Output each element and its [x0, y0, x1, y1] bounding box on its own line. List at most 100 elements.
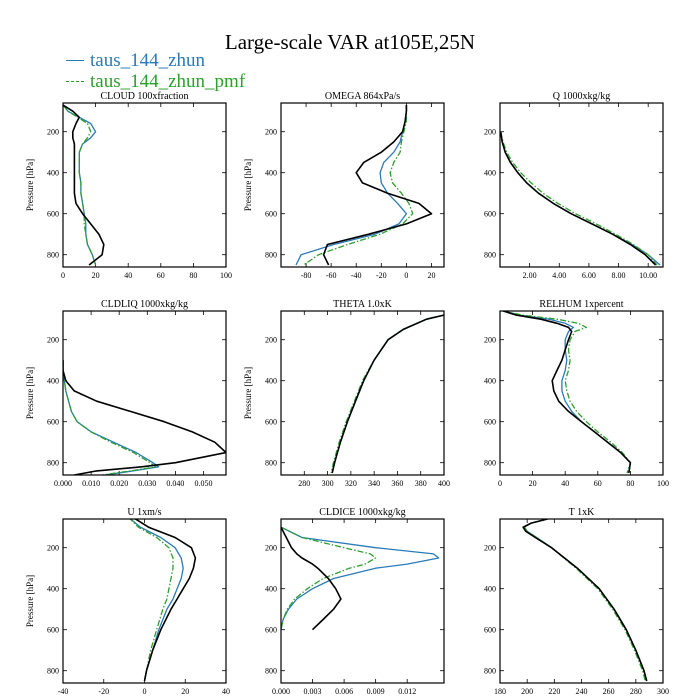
y-tick-label: 600: [484, 626, 496, 635]
series-line-zhun-pmf: [500, 131, 658, 266]
x-tick-label: 40: [561, 479, 569, 488]
series-line-zhun: [281, 526, 440, 630]
x-tick-label: 0.003: [304, 687, 322, 696]
x-tick-label: 0.040: [166, 479, 184, 488]
x-tick-label: 6.00: [582, 271, 596, 280]
series-line-zhun-pmf: [330, 314, 444, 474]
x-tick-label: 2.00: [523, 271, 537, 280]
y-tick-label: 800: [265, 251, 277, 260]
x-tick-label: 0.010: [82, 479, 100, 488]
x-tick-label: 260: [603, 687, 615, 696]
series-line-black: [500, 131, 657, 266]
series-line-zhun-pmf: [129, 519, 174, 682]
panel-title: T 1xK: [569, 507, 595, 518]
x-tick-label: 280: [298, 479, 310, 488]
y-tick-label: 200: [484, 336, 496, 345]
x-tick-label: 0.020: [110, 479, 128, 488]
y-tick-label: 200: [265, 336, 277, 345]
y-tick-label: 400: [484, 377, 496, 386]
legend: taus_144_zhun taus_144_zhun_pmf: [66, 50, 245, 92]
y-tick-label: 600: [47, 626, 59, 635]
y-tick-label: 800: [47, 251, 59, 260]
y-tick-label: 600: [47, 210, 59, 219]
y-tick-label: 600: [265, 626, 277, 635]
x-tick-label: 0.009: [367, 687, 385, 696]
series-line-black: [133, 519, 197, 682]
panel-frame: [280, 518, 445, 684]
panel-title: OMEGA 864xPa/s: [325, 91, 400, 102]
x-tick-label: 400: [438, 479, 450, 488]
legend-swatch-series1: [66, 60, 84, 61]
x-tick-label: 20: [529, 479, 537, 488]
series-line-black: [281, 526, 342, 631]
x-tick-label: 180: [494, 687, 506, 696]
y-tick-label: 400: [47, 169, 59, 178]
panel-7: CLDICE 1000xkg/kg 200 400 600 800 0.000 0.003 0…: [265, 507, 445, 696]
x-tick-label: 0.006: [335, 687, 353, 696]
x-tick-label: -40: [58, 687, 69, 696]
x-tick-label: 80: [189, 271, 197, 280]
x-tick-label: 100: [220, 271, 232, 280]
series-line-zhun: [500, 131, 661, 266]
panel-title: CLDLIQ 1000xkg/kg: [101, 299, 188, 310]
series-line-zhun: [503, 311, 632, 474]
y-axis-label: Pressure [hPa]: [243, 159, 253, 211]
panel-8: T 1xK 200 400 600 800 180 200 220 240 260 280 300: [484, 507, 669, 696]
panel-frame: [280, 310, 445, 476]
y-tick-label: 200: [47, 544, 59, 553]
x-tick-label: 100: [657, 479, 669, 488]
y-axis-label: Pressure [hPa]: [25, 575, 35, 627]
y-tick-label: 600: [484, 210, 496, 219]
x-tick-label: 300: [322, 479, 334, 488]
panel-title: CLOUD 100xfraction: [100, 91, 188, 102]
x-tick-label: 0: [143, 687, 147, 696]
y-tick-label: 800: [484, 251, 496, 260]
panel-3: CLDLIQ 1000xkg/kg Pressure [hPa] 200 400 600…: [25, 299, 227, 488]
legend-item-series2: taus_144_zhun_pmf: [66, 71, 245, 92]
x-tick-label: 80: [626, 479, 634, 488]
x-tick-label: 20: [427, 271, 435, 280]
y-tick-label: 800: [265, 667, 277, 676]
y-tick-label: 200: [47, 336, 59, 345]
panel-title: U 1xm/s: [127, 507, 161, 518]
y-tick-label: 800: [484, 459, 496, 468]
page-title: Large-scale VAR at105E,25N: [224, 30, 476, 54]
y-tick-label: 800: [47, 667, 59, 676]
panel-frame: [499, 102, 664, 268]
y-tick-label: 200: [265, 128, 277, 137]
panel-title: CLDICE 1000xkg/kg: [319, 507, 405, 518]
panel-2: Q 1000xkg/kg 200 400 600 800 2.00 4.00 6.00 8.00…: [484, 91, 664, 280]
y-tick-label: 800: [47, 459, 59, 468]
panel-frame: [62, 310, 227, 476]
series-line-zhun-pmf: [281, 526, 377, 630]
panel-5: RELHUM 1xpercent 200 400 600 800 0 20 40 60 80 100: [484, 299, 669, 488]
legend-swatch-series2: [66, 81, 84, 82]
x-tick-label: 4.00: [552, 271, 566, 280]
x-tick-label: 60: [594, 479, 602, 488]
y-tick-label: 200: [484, 544, 496, 553]
panel-frame: [62, 518, 227, 684]
series-line-black: [63, 360, 226, 475]
y-axis-label: Pressure [hPa]: [243, 367, 253, 419]
panel-title: RELHUM 1xpercent: [539, 299, 623, 310]
x-tick-label: 0: [61, 271, 65, 280]
series-line-black: [322, 105, 433, 266]
panel-frame: [499, 518, 664, 684]
y-tick-label: 400: [265, 169, 277, 178]
panel-frame: [499, 310, 664, 476]
x-tick-label: -20: [98, 687, 109, 696]
x-tick-label: 40: [124, 271, 132, 280]
panel-title: THETA 1.0xK: [333, 299, 392, 310]
x-tick-label: 60: [157, 271, 165, 280]
y-tick-label: 400: [484, 585, 496, 594]
legend-label-series2: taus_144_zhun_pmf: [90, 71, 246, 92]
x-tick-label: 240: [576, 687, 588, 696]
x-tick-label: 380: [415, 479, 427, 488]
y-tick-label: 600: [47, 418, 59, 427]
x-tick-label: 20: [92, 271, 100, 280]
y-tick-label: 200: [47, 128, 59, 137]
x-tick-label: 0.050: [195, 479, 213, 488]
x-tick-label: 0: [404, 271, 408, 280]
